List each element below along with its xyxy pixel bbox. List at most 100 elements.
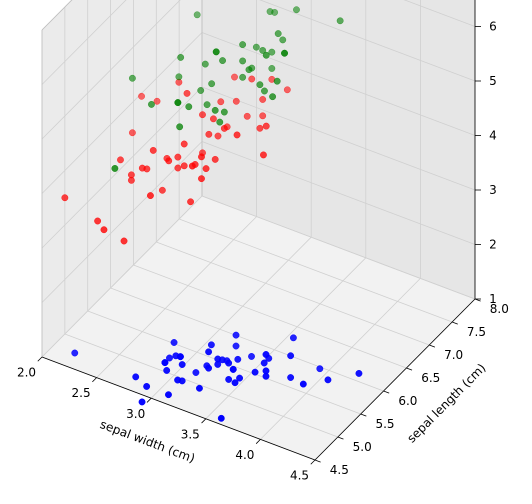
data-point: [256, 81, 264, 89]
data-point: [245, 66, 253, 74]
floor-pane: [42, 196, 475, 460]
data-point: [259, 96, 267, 103]
y-tick-label: 5.5: [375, 417, 394, 431]
data-point: [165, 391, 172, 399]
y-tick: [406, 367, 413, 371]
y-tick: [314, 459, 321, 463]
x-tick: [201, 418, 207, 424]
data-point: [268, 48, 276, 56]
data-point: [148, 100, 155, 108]
data-point: [61, 194, 69, 202]
grid-line: [41, 0, 181, 140]
data-point: [232, 331, 240, 339]
data-point: [175, 73, 183, 81]
data-point: [183, 89, 191, 97]
x-axis-line: [41, 356, 316, 461]
data-point: [262, 51, 270, 59]
data-point: [229, 365, 237, 373]
grid-line: [403, 0, 476, 27]
data-point: [234, 355, 242, 363]
data-point: [176, 123, 184, 131]
data-point: [231, 379, 239, 387]
y-tick-label: 7.0: [444, 348, 463, 362]
axis-panes: [42, 0, 475, 460]
x-tick-label: 4.0: [235, 448, 254, 462]
data-point: [198, 153, 205, 161]
data-point: [174, 99, 182, 107]
x-tick-label: 3.0: [126, 407, 145, 421]
data-point: [233, 131, 241, 139]
data-point: [163, 367, 171, 374]
data-point: [251, 368, 259, 376]
data-point: [283, 86, 291, 94]
data-point: [324, 376, 332, 384]
data-point: [281, 49, 288, 57]
data-point: [232, 342, 240, 350]
y-tick: [337, 436, 344, 440]
y-tick-label: 7.5: [467, 325, 486, 339]
data-point: [128, 74, 136, 82]
tick-labels: 2.0 2.5 3.0 3.5 4.0 4.5 4.5 5.05.5 6.0 6.5 7.0 7.5 8…: [17, 20, 509, 483]
data-point: [211, 106, 219, 114]
grid-line: [259, 0, 476, 82]
data-point: [180, 140, 188, 148]
data-point: [117, 156, 124, 164]
data-point: [138, 164, 146, 172]
data-point: [127, 176, 135, 184]
data-point: [153, 97, 161, 105]
data-point: [111, 165, 119, 172]
data-point: [174, 153, 182, 161]
tick-marks: [37, 26, 481, 465]
data-point: [177, 53, 185, 61]
data-point: [232, 97, 240, 105]
data-point: [231, 73, 238, 81]
data-point: [138, 92, 146, 100]
y-tick: [429, 344, 436, 348]
data-point: [293, 6, 300, 14]
x-tick: [146, 397, 152, 403]
data-point: [355, 369, 363, 377]
data-point: [259, 112, 267, 120]
data-point: [287, 374, 295, 381]
data-point: [205, 130, 213, 138]
data-point: [336, 17, 344, 25]
data-point: [262, 351, 270, 358]
data-point: [256, 124, 264, 132]
grid-line: [179, 218, 453, 323]
grid-line: [150, 236, 312, 399]
data-point: [208, 80, 216, 88]
data-point: [188, 162, 196, 170]
data-point: [269, 93, 277, 101]
grid-line: [201, 32, 476, 136]
data-point: [217, 98, 225, 106]
data-point: [100, 226, 108, 234]
data-point: [220, 108, 228, 116]
y-axis-line: [314, 298, 476, 461]
x-tick: [310, 459, 316, 465]
data-point: [220, 124, 228, 132]
data-point: [266, 8, 274, 16]
z-tick-label: 4: [489, 129, 497, 143]
x-tick-label: 2.5: [72, 386, 91, 400]
data-point: [260, 151, 267, 159]
data-point: [209, 115, 217, 123]
grid-line: [41, 0, 127, 85]
data-point: [205, 348, 213, 356]
data-point: [216, 118, 224, 126]
data-point: [146, 192, 154, 200]
data-point: [166, 354, 173, 362]
data-point: [94, 217, 102, 225]
grid-line: [201, 195, 476, 300]
side-pane: [202, 0, 475, 299]
x-tick: [92, 377, 97, 383]
y-tick-label: 6.5: [421, 371, 440, 385]
data-point: [316, 365, 324, 373]
data-point: [196, 384, 203, 392]
y-tick-label: 5.0: [353, 440, 372, 454]
data-point: [199, 111, 206, 119]
grid-line: [41, 32, 203, 194]
data-points: [61, 6, 363, 422]
data-point: [132, 373, 140, 381]
grid-line: [96, 216, 257, 378]
grid-line: [41, 195, 203, 358]
